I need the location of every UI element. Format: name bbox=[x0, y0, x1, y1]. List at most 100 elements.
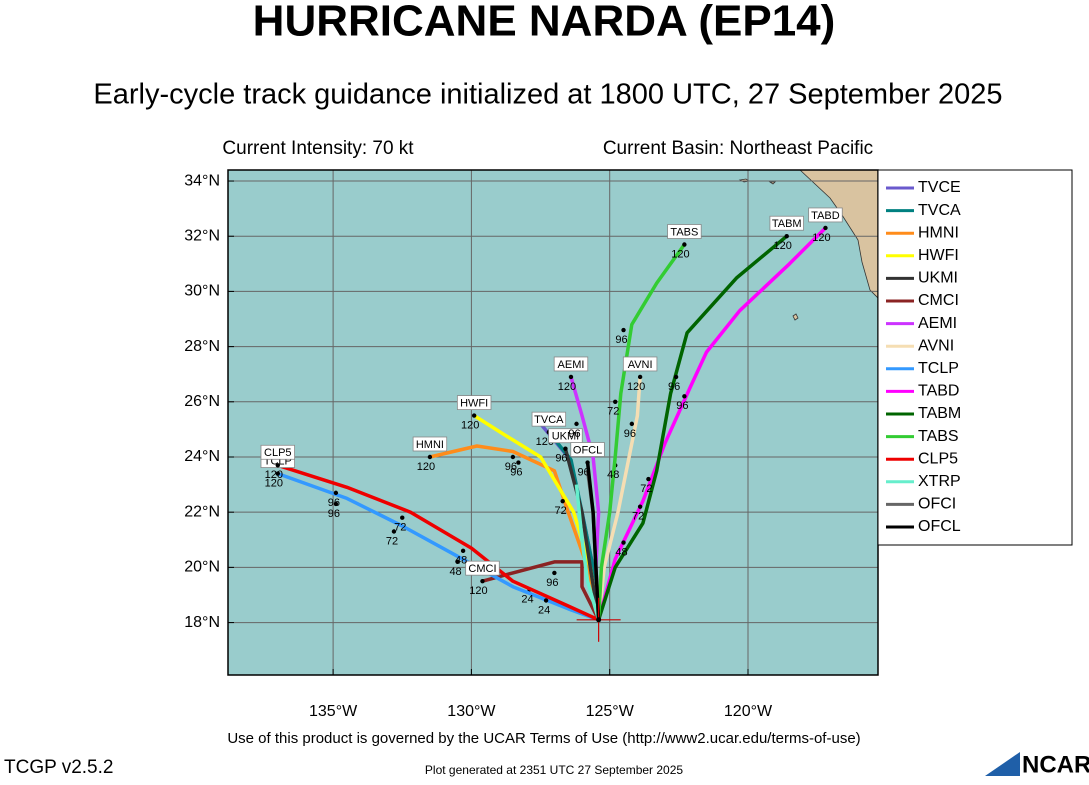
hour-label: 24 bbox=[521, 593, 533, 605]
hour-label: 72 bbox=[555, 505, 567, 517]
end-hour: 120 bbox=[558, 381, 576, 393]
track bbox=[277, 471, 600, 622]
hour-label: 96 bbox=[505, 461, 517, 473]
hour-label: 24 bbox=[538, 604, 550, 616]
track bbox=[596, 234, 788, 621]
end-label: CMCI bbox=[468, 563, 496, 575]
end-box bbox=[456, 395, 492, 411]
end-label: TABD bbox=[811, 210, 840, 222]
title: HURRICANE NARDA (EP14) bbox=[253, 0, 836, 46]
end-box bbox=[622, 356, 658, 372]
hour-label: 96 bbox=[624, 428, 636, 440]
end-label: HMNI bbox=[416, 439, 444, 451]
end-label: OFCL bbox=[573, 444, 602, 456]
end-hour: 120 bbox=[417, 461, 435, 473]
end-label: HWFI bbox=[460, 398, 488, 410]
y-tick-label: 28°N bbox=[184, 338, 220, 355]
end-label: AVNI bbox=[628, 359, 653, 371]
legend-label: CLP5 bbox=[918, 450, 958, 467]
end-box bbox=[260, 444, 295, 460]
end-dot bbox=[563, 446, 568, 451]
end-dot bbox=[480, 578, 485, 584]
x-tick-label: 125°W bbox=[586, 703, 635, 720]
x-tick-label: 130°W bbox=[447, 703, 496, 720]
track bbox=[585, 462, 601, 620]
version: TCGP v2.5.2 bbox=[4, 757, 113, 778]
land bbox=[799, 170, 878, 299]
hour-label: 72 bbox=[632, 511, 644, 523]
track bbox=[596, 243, 686, 620]
end-dot bbox=[471, 413, 477, 418]
end-hour: 96 bbox=[577, 466, 589, 478]
legend-label: TVCE bbox=[918, 179, 961, 196]
hour-dot bbox=[333, 501, 339, 507]
hour-dot bbox=[400, 515, 405, 520]
end-hour: 120 bbox=[469, 585, 487, 597]
legend-label: TVCA bbox=[918, 202, 961, 219]
hour-label: 96 bbox=[328, 508, 340, 520]
hour-dot bbox=[621, 327, 626, 333]
hour-dot bbox=[455, 559, 460, 565]
end-dot bbox=[637, 374, 643, 380]
hour-label: 96 bbox=[568, 428, 580, 440]
legend-label: OFCL bbox=[918, 518, 961, 535]
end-label: TABM bbox=[772, 218, 802, 230]
y-tick-label: 24°N bbox=[184, 448, 220, 465]
hour-dot bbox=[510, 454, 516, 460]
hour-label: 48 bbox=[615, 546, 627, 558]
end-hour: 120 bbox=[461, 420, 479, 432]
end-dot bbox=[784, 234, 789, 239]
track bbox=[482, 560, 601, 621]
intensity: Current Intensity: 70 kt bbox=[222, 138, 414, 159]
y-tick-label: 30°N bbox=[184, 283, 220, 300]
y-tick-label: 26°N bbox=[184, 393, 220, 410]
legend-label: AVNI bbox=[918, 337, 954, 354]
legend-label: HWFI bbox=[918, 247, 959, 264]
logo-mark bbox=[985, 752, 1020, 776]
end-box bbox=[553, 356, 589, 372]
hour-dot bbox=[333, 490, 339, 496]
hour-label: 48 bbox=[449, 566, 461, 578]
hour-label: 48 bbox=[607, 469, 619, 481]
hour-dot bbox=[621, 540, 626, 545]
hour-dot bbox=[391, 529, 397, 534]
end-label: TVCA bbox=[534, 414, 564, 426]
y-tick-label: 22°N bbox=[184, 503, 220, 520]
end-box bbox=[667, 224, 702, 239]
end-hour: 120 bbox=[812, 232, 830, 244]
end-dot bbox=[585, 460, 590, 465]
legend-label: HMNI bbox=[918, 224, 959, 241]
end-hour: 120 bbox=[265, 477, 283, 489]
hour-label: 72 bbox=[386, 535, 398, 547]
y-tick-label: 32°N bbox=[184, 227, 220, 244]
end-label: AEMI bbox=[558, 359, 585, 371]
end-dot bbox=[427, 454, 433, 460]
hour-dot bbox=[460, 548, 466, 554]
end-dot bbox=[568, 374, 574, 380]
end-dot bbox=[275, 471, 280, 476]
terms: Use of this product is governed by the U… bbox=[227, 730, 860, 747]
hour-label: 72 bbox=[394, 522, 406, 534]
hour-label: 96 bbox=[328, 497, 340, 509]
end-hour: 96 bbox=[555, 453, 567, 465]
basin: Current Basin: Northeast Pacific bbox=[603, 138, 873, 159]
end-dot bbox=[682, 242, 687, 247]
legend-label: TABM bbox=[918, 405, 961, 422]
end-box bbox=[531, 411, 567, 427]
y-tick-label: 34°N bbox=[184, 172, 220, 189]
y-tick-label: 20°N bbox=[184, 559, 220, 576]
hour-dot bbox=[646, 476, 651, 482]
hour-dot bbox=[543, 598, 549, 603]
track bbox=[574, 484, 601, 621]
track bbox=[596, 226, 827, 621]
hour-dot bbox=[516, 460, 521, 465]
end-hour: 120 bbox=[671, 248, 689, 260]
legend bbox=[877, 169, 1073, 546]
legend-label: XTRP bbox=[918, 473, 961, 490]
end-label: UKMI bbox=[552, 431, 580, 443]
hour-dot bbox=[629, 421, 635, 427]
track bbox=[563, 448, 601, 621]
legend-label: TABD bbox=[918, 383, 959, 400]
hour-label: 96 bbox=[668, 381, 680, 393]
